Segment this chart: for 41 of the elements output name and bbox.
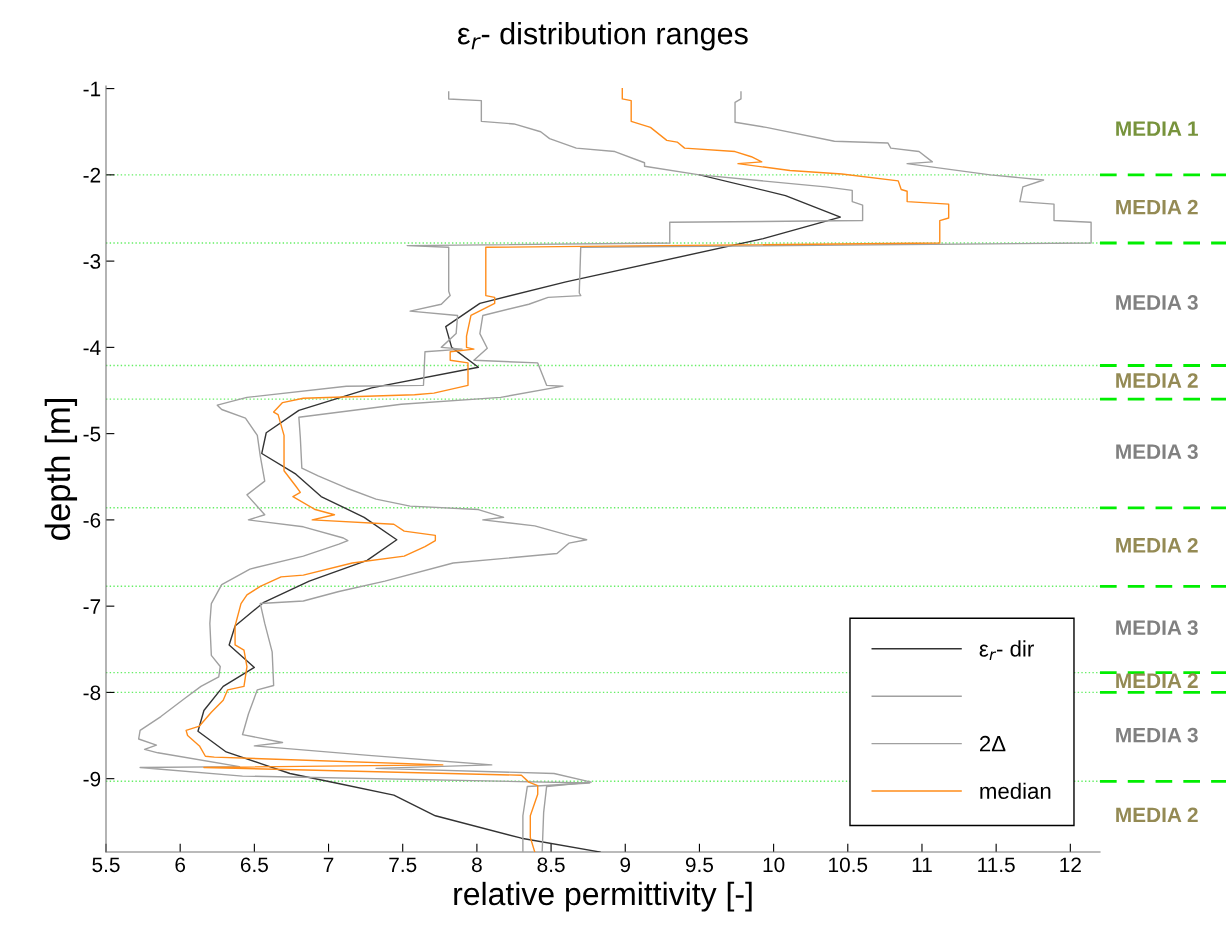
text: MEDIA 1 [1116,121,1198,136]
x-tick-label: 11.5 [978,857,1015,873]
x-tick-label: 9.5 [685,857,714,873]
x-axis-title: relative permittivity [-] [454,881,752,912]
y-tick-label: -4 [83,340,101,355]
x-tick-label: 6.5 [240,857,268,873]
x-tick-label: 6 [175,857,186,873]
legend-label: 2Δ [980,735,1006,752]
x-tick-label: 10 [763,857,785,873]
legend-label: ε$_{r}$- dir [979,640,1034,661]
y-tick-label: -2 [83,167,101,183]
y-axis-title: depth [m] [44,399,78,540]
y-tick-label: -3 [83,254,101,269]
legend-label: median [980,782,1051,799]
x-tick-label: 7.5 [389,857,417,873]
y-tick-label: -6 [83,512,101,528]
line-series [197,174,842,852]
y-tick-label: -8 [83,685,101,701]
y-tick-label: -5 [83,426,101,442]
x-tick-label: 7 [323,857,334,872]
text: MEDIA 3 [1116,444,1198,460]
y-tick-label: -7 [83,599,101,614]
text: MEDIA 3 [1116,295,1198,310]
text: MEDIA 2 [1116,673,1198,688]
text: MEDIA 2 [1116,537,1198,553]
text: MEDIA 2 [1116,373,1198,388]
text: MEDIA 2 [1116,807,1198,823]
chart-title: ε$_{r}$- distribution ranges [457,22,748,51]
x-tick-label: 12 [1060,857,1081,872]
y-tick-label: -9 [83,771,101,787]
x-tick-label: 8 [472,857,482,873]
x-tick-label: 8.5 [537,857,565,873]
text: MEDIA 3 [1116,620,1198,636]
text: MEDIA 2 [1116,199,1198,215]
x-tick-label: 9 [620,857,631,873]
x-tick-label: 5.5 [92,857,120,873]
line-series [185,87,950,852]
x-tick-label: 11 [912,857,932,872]
text: MEDIA 3 [1116,727,1198,743]
x-tick-label: 10.5 [829,857,868,873]
y-tick-label: -1 [83,81,101,97]
